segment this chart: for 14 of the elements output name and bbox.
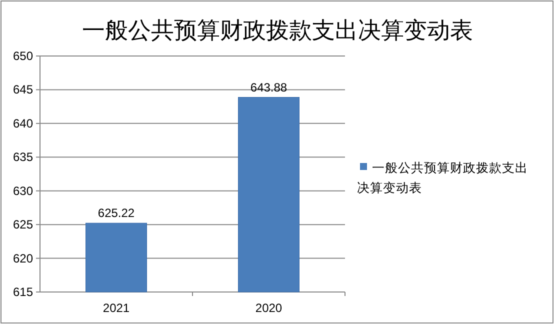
y-tick-label: 615 xyxy=(12,285,34,299)
x-tick-label: 2021 xyxy=(102,301,130,315)
y-tick-label: 625 xyxy=(12,218,34,232)
title: 一般公共预算财政拨款支出决算变动表 xyxy=(82,18,473,44)
y-tick-label: 640 xyxy=(12,116,34,130)
y-tick-label: 645 xyxy=(12,82,34,97)
legend-label: 一般公共预算财政拨款支出决算变动表 xyxy=(357,160,528,195)
y-tick-label: 635 xyxy=(12,150,34,164)
data-label: 643.88 xyxy=(250,80,288,94)
y-tick-label: 650 xyxy=(12,49,34,63)
x-tick-label: 2020 xyxy=(255,301,282,315)
data-label: 625.22 xyxy=(98,206,135,220)
y-tick-label: 630 xyxy=(12,184,34,198)
y-tick-label: 620 xyxy=(12,251,34,266)
